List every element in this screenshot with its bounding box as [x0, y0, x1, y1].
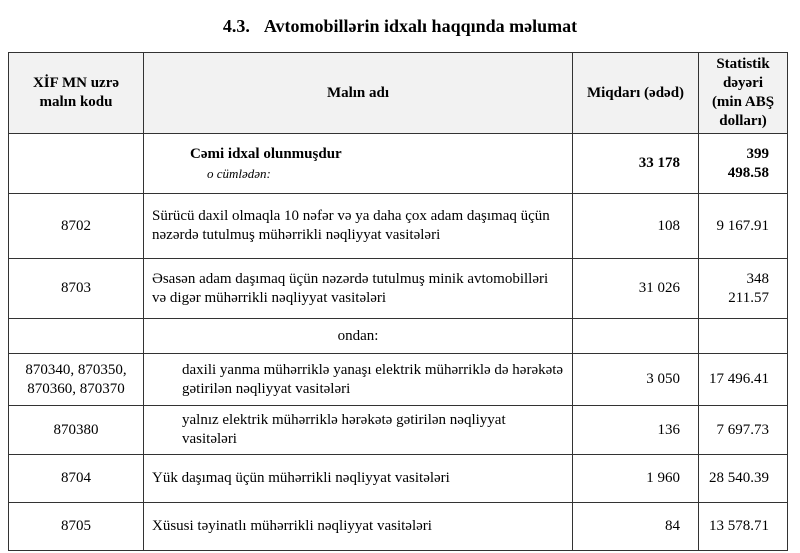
table-row: 8702 Sürücü daxil olmaqla 10 nəfər və ya… [8, 193, 788, 259]
table-row: 870340, 870350, 870360, 870370 daxili ya… [8, 353, 788, 406]
total-row: Cəmi idxal olunmuşdur o cümlədən: 33 178 … [8, 133, 788, 194]
header-row: XİF MN uzrə malın kodu Malın adı Miqdarı… [8, 52, 788, 134]
table-row: 870380 yalnız elektrik mühərriklə hərəkə… [8, 405, 788, 455]
ondan-row: ondan: [8, 318, 788, 354]
header-qty: Miqdarı (ədəd) [572, 52, 699, 134]
table-row: 8703 Əsasən adam daşımaq üçün nəzərdə tu… [8, 258, 788, 319]
header-name: Malın adı [143, 52, 573, 134]
header-code: XİF MN uzrə malın kodu [8, 52, 144, 134]
import-table: XİF MN uzrə malın kodu Malın adı Miqdarı… [8, 52, 788, 551]
page-title: 4.3. Avtomobillərin idxalı haqqında məlum… [222, 16, 578, 36]
table-row: 8705 Xüsusi təyinatlı mühərrikli nəqliyy… [8, 502, 788, 551]
header-value: Statistik dəyəri (min ABŞ dolları) [698, 52, 788, 134]
table-row: 8704 Yük daşımaq üçün mühərrikli nəqliyy… [8, 454, 788, 503]
